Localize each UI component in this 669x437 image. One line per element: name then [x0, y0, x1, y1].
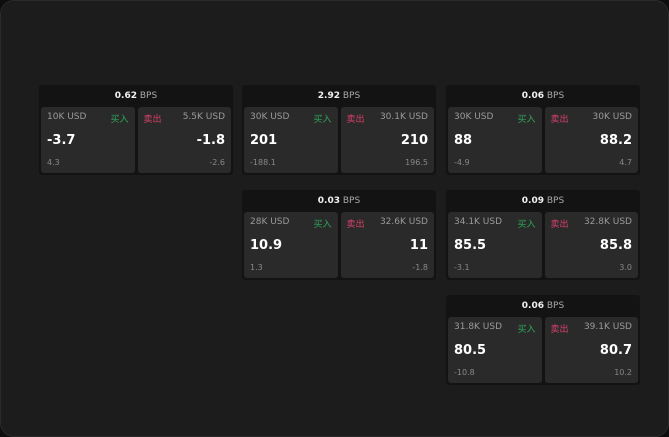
spread-header: 2.92 BPS: [242, 85, 436, 107]
spread-unit: BPS: [139, 91, 158, 101]
sell-price: -1.8: [196, 133, 225, 148]
sell-change: -2.6: [209, 158, 225, 167]
buy-change: -188.1: [250, 158, 276, 167]
spread-unit: BPS: [546, 91, 565, 101]
buy-size: 30K USD: [454, 112, 494, 122]
spread-value: 0.06: [521, 91, 544, 101]
buy-price: 88: [454, 133, 473, 148]
spread-value: 0.06: [521, 301, 544, 311]
sell-label: 卖出: [550, 115, 569, 125]
spread-value: 0.03: [317, 196, 340, 206]
buy-label: 买入: [313, 115, 332, 125]
sell-change: 3.0: [619, 263, 632, 272]
sell-change: -1.8: [412, 263, 428, 272]
sell-size: 32.8K USD: [583, 217, 632, 227]
quote-card: 0.06 BPS 31.8K USD 买入 80.5 -10.8 卖出 39.1K …: [446, 295, 640, 385]
quote-card: 0.62 BPS 10K USD 买入 -3.7 4.3 卖出 5.5K USD -…: [39, 85, 233, 175]
sell-label: 卖出: [143, 115, 162, 125]
sell-size: 30K USD: [592, 112, 632, 122]
sell-button[interactable]: 卖出 39.1K USD 80.7 10.2: [544, 317, 638, 383]
sell-change: 196.5: [405, 158, 428, 167]
sell-label: 卖出: [346, 220, 365, 230]
spread-unit: BPS: [546, 301, 565, 311]
spread-header: 0.06 BPS: [446, 295, 640, 317]
buy-price: 10.9: [250, 238, 283, 253]
spread-value: 0.09: [521, 196, 544, 206]
spread-unit: BPS: [342, 91, 361, 101]
sell-button[interactable]: 卖出 5.5K USD -1.8 -2.6: [137, 107, 231, 173]
sell-label: 卖出: [550, 220, 569, 230]
buy-size: 28K USD: [250, 217, 290, 227]
buy-button[interactable]: 28K USD 买入 10.9 1.3: [244, 212, 338, 278]
spread-header: 0.62 BPS: [39, 85, 233, 107]
buy-label: 买入: [110, 115, 129, 125]
spread-unit: BPS: [342, 196, 361, 206]
buy-label: 买入: [313, 220, 332, 230]
buy-label: 买入: [517, 115, 536, 125]
sell-size: 32.6K USD: [379, 217, 428, 227]
sell-size: 39.1K USD: [583, 322, 632, 332]
buy-button[interactable]: 34.1K USD 买入 85.5 -3.1: [448, 212, 542, 278]
sell-price: 88.2: [599, 133, 632, 148]
quote-card: 0.09 BPS 34.1K USD 买入 85.5 -3.1 卖出 32.8K U…: [446, 190, 640, 280]
sell-button[interactable]: 卖出 32.8K USD 85.8 3.0: [544, 212, 638, 278]
buy-price: -3.7: [47, 133, 76, 148]
buy-label: 买入: [517, 325, 536, 335]
spread-value: 0.62: [114, 91, 137, 101]
quote-card: 0.03 BPS 28K USD 买入 10.9 1.3 卖出 32.6K USD …: [242, 190, 436, 280]
buy-change: -3.1: [454, 263, 470, 272]
spread-header: 0.06 BPS: [446, 85, 640, 107]
buy-button[interactable]: 30K USD 买入 88 -4.9: [448, 107, 542, 173]
sell-size: 30.1K USD: [379, 112, 428, 122]
sell-change: 4.7: [619, 158, 632, 167]
buy-price: 201: [250, 133, 278, 148]
sell-button[interactable]: 卖出 32.6K USD 11 -1.8: [340, 212, 434, 278]
sell-size: 5.5K USD: [182, 112, 225, 122]
spread-header: 0.09 BPS: [446, 190, 640, 212]
spread-header: 0.03 BPS: [242, 190, 436, 212]
spread-value: 2.92: [317, 91, 340, 101]
buy-button[interactable]: 30K USD 买入 201 -188.1: [244, 107, 338, 173]
buy-button[interactable]: 10K USD 买入 -3.7 4.3: [41, 107, 135, 173]
sell-label: 卖出: [346, 115, 365, 125]
sell-button[interactable]: 卖出 30.1K USD 210 196.5: [340, 107, 434, 173]
sell-price: 11: [409, 238, 428, 253]
buy-change: 1.3: [250, 263, 263, 272]
buy-change: -10.8: [454, 368, 475, 377]
buy-price: 85.5: [454, 238, 487, 253]
sell-price: 85.8: [599, 238, 632, 253]
sell-change: 10.2: [614, 368, 632, 377]
spread-unit: BPS: [546, 196, 565, 206]
sell-label: 卖出: [550, 325, 569, 335]
buy-price: 80.5: [454, 343, 487, 358]
sell-price: 80.7: [599, 343, 632, 358]
quote-card: 2.92 BPS 30K USD 买入 201 -188.1 卖出 30.1K US…: [242, 85, 436, 175]
buy-label: 买入: [517, 220, 536, 230]
quote-card: 0.06 BPS 30K USD 买入 88 -4.9 卖出 30K USD 88.…: [446, 85, 640, 175]
buy-change: 4.3: [47, 158, 60, 167]
sell-price: 210: [400, 133, 428, 148]
sell-button[interactable]: 卖出 30K USD 88.2 4.7: [544, 107, 638, 173]
buy-change: -4.9: [454, 158, 470, 167]
buy-size: 30K USD: [250, 112, 290, 122]
buy-size: 34.1K USD: [454, 217, 503, 227]
buy-button[interactable]: 31.8K USD 买入 80.5 -10.8: [448, 317, 542, 383]
buy-size: 31.8K USD: [454, 322, 503, 332]
buy-size: 10K USD: [47, 112, 87, 122]
